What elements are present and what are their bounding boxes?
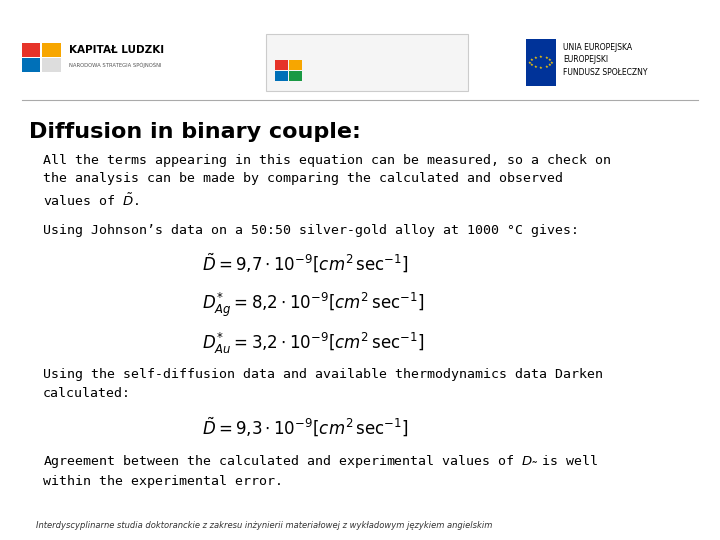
Text: All the terms appearing in this equation can be measured, so a check on
the anal: All the terms appearing in this equation… [43, 154, 611, 210]
Text: ★: ★ [548, 63, 552, 68]
Text: ★: ★ [544, 56, 548, 60]
Text: KAPITAŁ LUDZKI: KAPITAŁ LUDZKI [69, 45, 164, 55]
Text: UNIA EUROPEJSKA: UNIA EUROPEJSKA [563, 43, 632, 52]
Text: ★: ★ [534, 65, 537, 69]
Text: ★: ★ [529, 63, 534, 68]
Text: EUROPEJSKI: EUROPEJSKI [563, 56, 608, 64]
Text: FUNDUSZ SPOŁECZNY: FUNDUSZ SPOŁECZNY [563, 69, 647, 77]
Text: Diffusion in binary couple:: Diffusion in binary couple: [29, 122, 361, 141]
Text: $D^{*}_{Ag} = 8{,}2 \cdot 10^{-9} \left[ cm^2 \, \mathrm{sec}^{-1} \right]$: $D^{*}_{Ag} = 8{,}2 \cdot 10^{-9} \left[… [202, 291, 424, 319]
Text: NARODOWA STRATEGIA SPÓJNOŚNI: NARODOWA STRATEGIA SPÓJNOŚNI [69, 62, 161, 68]
Text: ★: ★ [539, 66, 543, 70]
Text: Using Johnson’s data on a 50:50 silver-gold alloy at 1000 °C gives:: Using Johnson’s data on a 50:50 silver-g… [43, 224, 579, 237]
Text: ★: ★ [534, 56, 537, 60]
FancyBboxPatch shape [42, 58, 60, 72]
FancyBboxPatch shape [22, 58, 40, 72]
FancyBboxPatch shape [42, 43, 60, 57]
Text: ★: ★ [528, 60, 532, 65]
Text: ★: ★ [529, 58, 534, 62]
Text: ★: ★ [549, 60, 554, 65]
FancyBboxPatch shape [526, 39, 556, 86]
Text: Using the self-diffusion data and available thermodynamics data Darken
calculate: Using the self-diffusion data and availa… [43, 368, 603, 400]
FancyBboxPatch shape [289, 60, 302, 70]
Text: ★: ★ [539, 56, 543, 59]
FancyBboxPatch shape [266, 34, 468, 91]
Text: ★: ★ [544, 65, 548, 69]
FancyBboxPatch shape [22, 43, 40, 57]
FancyBboxPatch shape [289, 71, 302, 81]
Text: Agreement between the calculated and experimental values of $D\,\tilde{}$ is wel: Agreement between the calculated and exp… [43, 453, 599, 488]
Text: $D^{*}_{Au} = 3{,}2 \cdot 10^{-9} \left[ cm^2 \, \mathrm{sec}^{-1} \right]$: $D^{*}_{Au} = 3{,}2 \cdot 10^{-9} \left[… [202, 330, 424, 355]
Text: I INŻYNIERII  MATERIAŁOWEJ: I INŻYNIERII MATERIAŁOWEJ [313, 55, 436, 65]
FancyBboxPatch shape [275, 60, 288, 70]
Text: INSTYTUT  METALURGII: INSTYTUT METALURGII [313, 43, 413, 52]
Text: POLSKIEJ  AKADEMII  NAUK: POLSKIEJ AKADEMII NAUK [313, 69, 430, 77]
Text: Interdyscyplinarne studia doktoranckie z zakresu inżynierii materiałowej z wykła: Interdyscyplinarne studia doktoranckie z… [36, 521, 492, 530]
Text: $\tilde{D} = 9{,}7 \cdot 10^{-9} \left[ cm^2 \, \mathrm{sec}^{-1} \right]$: $\tilde{D} = 9{,}7 \cdot 10^{-9} \left[ … [202, 251, 408, 274]
Text: $\tilde{D} = 9{,}3 \cdot 10^{-9} \left[ cm^2 \, \mathrm{sec}^{-1} \right]$: $\tilde{D} = 9{,}3 \cdot 10^{-9} \left[ … [202, 415, 408, 437]
FancyBboxPatch shape [275, 71, 288, 81]
Text: ★: ★ [548, 58, 552, 62]
